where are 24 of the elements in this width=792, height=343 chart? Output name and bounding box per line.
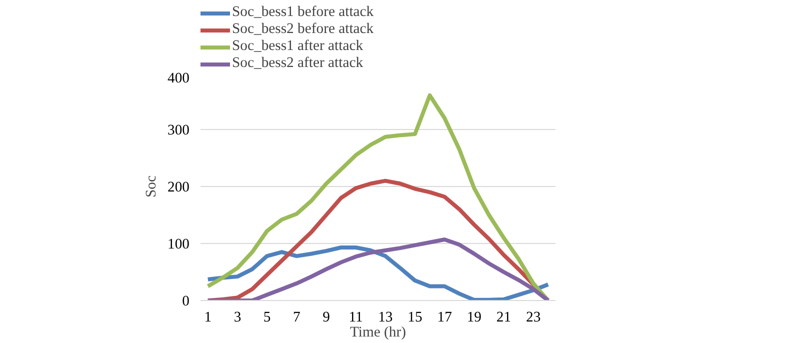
- x-tick-label: 9: [322, 310, 330, 326]
- y-tick-label: 300: [168, 122, 190, 138]
- x-tick-label: 3: [234, 310, 242, 326]
- x-tick-label: 1: [204, 310, 212, 326]
- y-tick-label: 100: [168, 236, 190, 252]
- line-series: [206, 93, 550, 300]
- x-tick-label: 13: [378, 310, 393, 326]
- x-tick-label: 19: [466, 310, 482, 326]
- y-tick-label: 0: [182, 294, 190, 310]
- x-tick-label: 11: [348, 310, 363, 326]
- x-tick-label: 21: [496, 310, 512, 326]
- x-tick-label: 7: [292, 310, 300, 326]
- y-tick-label: 400: [168, 70, 190, 86]
- legend-label: Soc_bess2 after attack: [232, 55, 364, 72]
- legend-label: Soc_bess1 before attack: [232, 4, 374, 21]
- x-tick-label: 15: [408, 310, 422, 326]
- legend-label: Soc_bess2 before attack: [232, 21, 374, 38]
- x-tick-label: 23: [526, 310, 541, 326]
- y-tick-label: 200: [168, 180, 190, 196]
- x-tick-label: 5: [263, 310, 271, 326]
- y-axis-title: Soc: [144, 175, 160, 198]
- x-axis-title: Time (hr): [350, 324, 406, 340]
- legend-label: Soc_bess1 after attack: [232, 38, 364, 55]
- x-tick-label: 17: [437, 310, 452, 326]
